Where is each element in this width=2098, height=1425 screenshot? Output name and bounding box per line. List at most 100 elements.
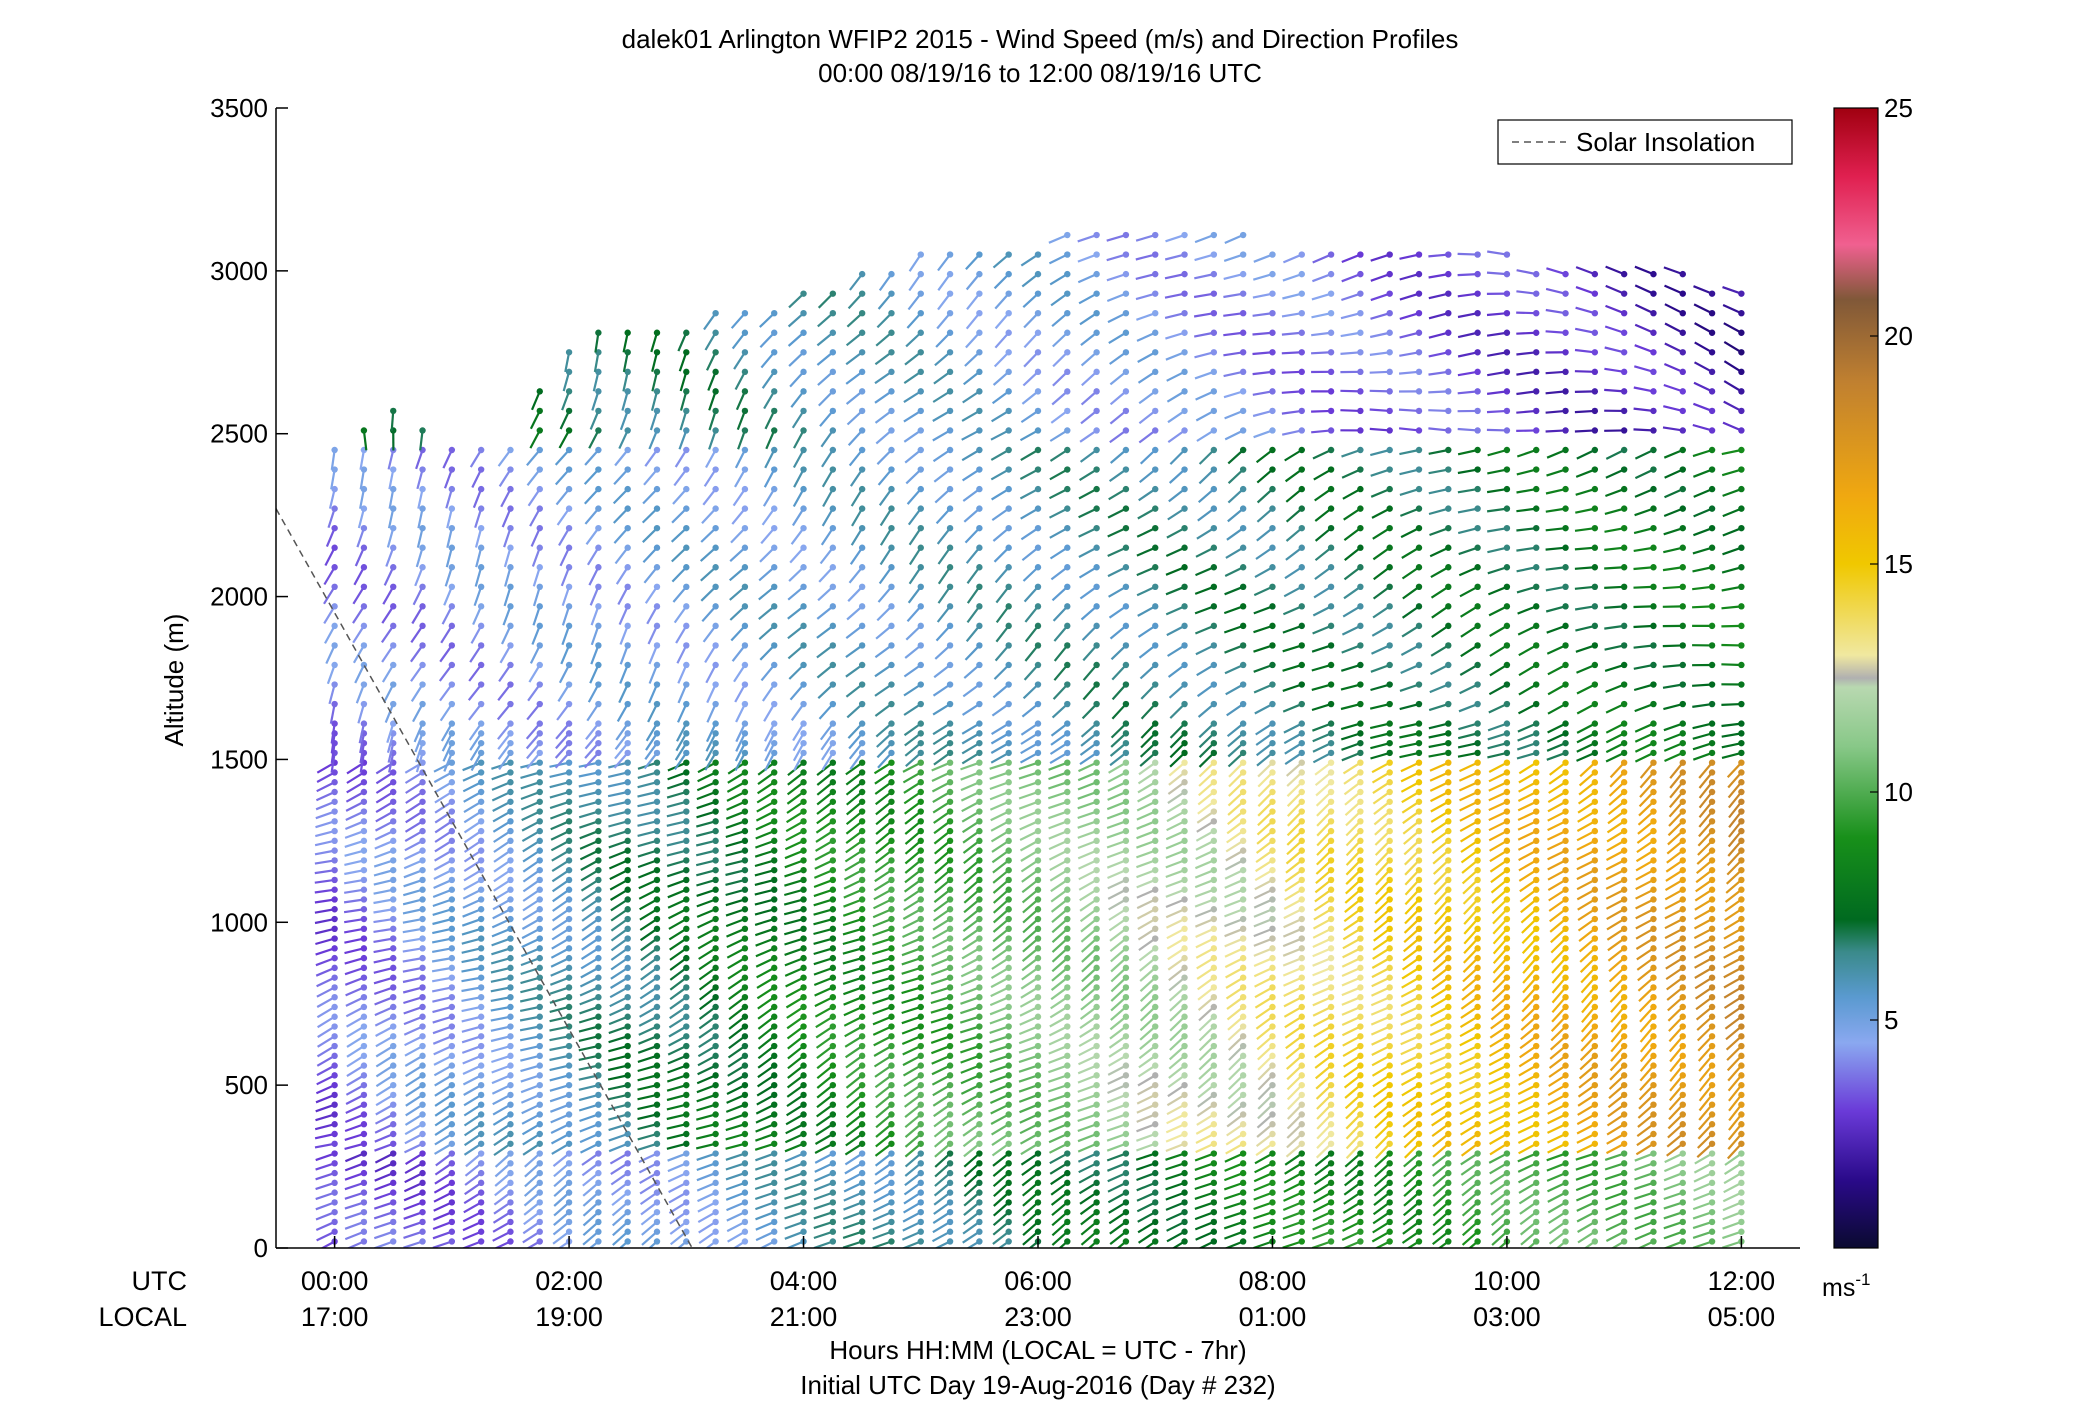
- wind-barb-point: [448, 954, 456, 962]
- wind-barb: [725, 917, 746, 928]
- wind-barb-point: [741, 1062, 749, 1069]
- wind-barb-point: [888, 779, 895, 786]
- wind-barb: [1169, 996, 1186, 1012]
- wind-barb: [816, 644, 834, 659]
- wind-barb: [497, 449, 512, 467]
- wind-barb-point: [565, 349, 573, 356]
- wind-barb: [402, 976, 423, 984]
- wind-barb: [755, 1103, 775, 1115]
- wind-barb: [874, 703, 893, 717]
- wind-barb: [727, 976, 746, 990]
- wind-barb-point: [683, 788, 690, 796]
- wind-barb-point: [1122, 808, 1130, 815]
- wind-barb: [876, 312, 893, 329]
- wind-barb: [1024, 644, 1039, 662]
- wind-barb: [815, 1113, 834, 1127]
- wind-barb: [352, 605, 365, 624]
- wind-barb: [992, 908, 1010, 924]
- wind-barb-point: [1034, 1052, 1042, 1060]
- wind-barb: [373, 976, 394, 985]
- wind-barb: [821, 468, 834, 488]
- wind-barb-point: [1034, 1208, 1042, 1216]
- wind-barb-point: [477, 935, 485, 942]
- wind-barb: [1077, 1064, 1098, 1075]
- wind-barb: [1138, 937, 1156, 951]
- wind-barb: [374, 1005, 394, 1017]
- wind-barb-point: [1210, 466, 1218, 473]
- wind-barb-point: [800, 622, 807, 630]
- wind-barb: [993, 273, 1010, 290]
- wind-barb: [470, 625, 483, 644]
- wind-barb: [1078, 507, 1098, 519]
- wind-barb-point: [1064, 231, 1071, 239]
- wind-barb: [1256, 468, 1274, 484]
- wind-barb-point: [946, 270, 954, 278]
- wind-barb: [434, 1074, 453, 1087]
- wind-barb: [1048, 1093, 1068, 1103]
- wind-barb: [1136, 566, 1156, 577]
- wind-barb: [526, 752, 541, 770]
- wind-barb-point: [829, 1218, 837, 1226]
- wind-barb-point: [624, 1150, 631, 1157]
- wind-barb: [695, 849, 716, 857]
- wind-barb-point: [829, 485, 837, 493]
- wind-barb: [1019, 996, 1039, 1008]
- wind-barb-point: [741, 368, 749, 376]
- wind-barb: [550, 1103, 570, 1113]
- wind-barb: [1167, 947, 1186, 961]
- wind-barb: [1051, 1221, 1069, 1237]
- wind-barb: [674, 449, 688, 468]
- wind-barb-point: [595, 1228, 602, 1235]
- wind-barb: [432, 1015, 453, 1024]
- wind-barb-point: [858, 446, 866, 454]
- wind-barb: [902, 1045, 922, 1056]
- wind-barb-point: [1269, 251, 1276, 258]
- wind-barb: [1197, 1084, 1215, 1099]
- wind-barb-point: [477, 524, 485, 532]
- wind-barb-point: [829, 466, 837, 473]
- wind-barb: [1168, 1064, 1186, 1079]
- wind-barb: [1282, 1240, 1303, 1248]
- wind-barb: [383, 684, 395, 703]
- wind-barb: [726, 1093, 746, 1104]
- wind-barb-point: [1005, 446, 1012, 454]
- wind-barb-point: [829, 906, 837, 913]
- wind-barb: [1196, 683, 1215, 698]
- wind-barb: [1021, 888, 1039, 904]
- wind-barb-point: [800, 368, 807, 376]
- wind-barb-point: [1269, 1033, 1276, 1040]
- wind-barb: [492, 1220, 512, 1233]
- wind-barb-point: [595, 1072, 602, 1079]
- wind-barb: [1077, 253, 1098, 263]
- wind-barb-point: [917, 1023, 924, 1030]
- wind-barb: [871, 966, 892, 975]
- wind-barb: [554, 449, 570, 466]
- wind-barb-point: [946, 974, 954, 981]
- wind-barb: [933, 370, 951, 385]
- wind-barb: [677, 332, 688, 352]
- wind-barb-point: [1152, 231, 1159, 239]
- wind-barb-point: [946, 524, 954, 532]
- wind-barb: [402, 957, 423, 963]
- wind-barb: [499, 644, 512, 664]
- wind-barb-point: [946, 876, 954, 884]
- wind-barb-point: [1181, 730, 1188, 737]
- wind-barb-point: [419, 700, 426, 708]
- wind-barb-point: [1152, 788, 1159, 796]
- wind-barb-point: [507, 583, 514, 590]
- wind-barb: [525, 722, 541, 740]
- wind-barb: [432, 927, 453, 935]
- wind-barb-point: [946, 700, 954, 708]
- wind-barb-point: [1034, 466, 1042, 473]
- wind-barb: [578, 1015, 599, 1024]
- wind-barb: [640, 966, 658, 981]
- wind-barb: [637, 839, 658, 848]
- wind-barb-point: [1152, 1218, 1159, 1226]
- wind-barb: [637, 1054, 658, 1063]
- wind-barb-point: [1210, 886, 1218, 893]
- wind-barb: [1110, 976, 1127, 993]
- wind-barb-point: [683, 798, 690, 805]
- wind-barb: [1255, 1142, 1274, 1157]
- wind-barb: [551, 918, 570, 932]
- wind-barb-point: [565, 1033, 573, 1040]
